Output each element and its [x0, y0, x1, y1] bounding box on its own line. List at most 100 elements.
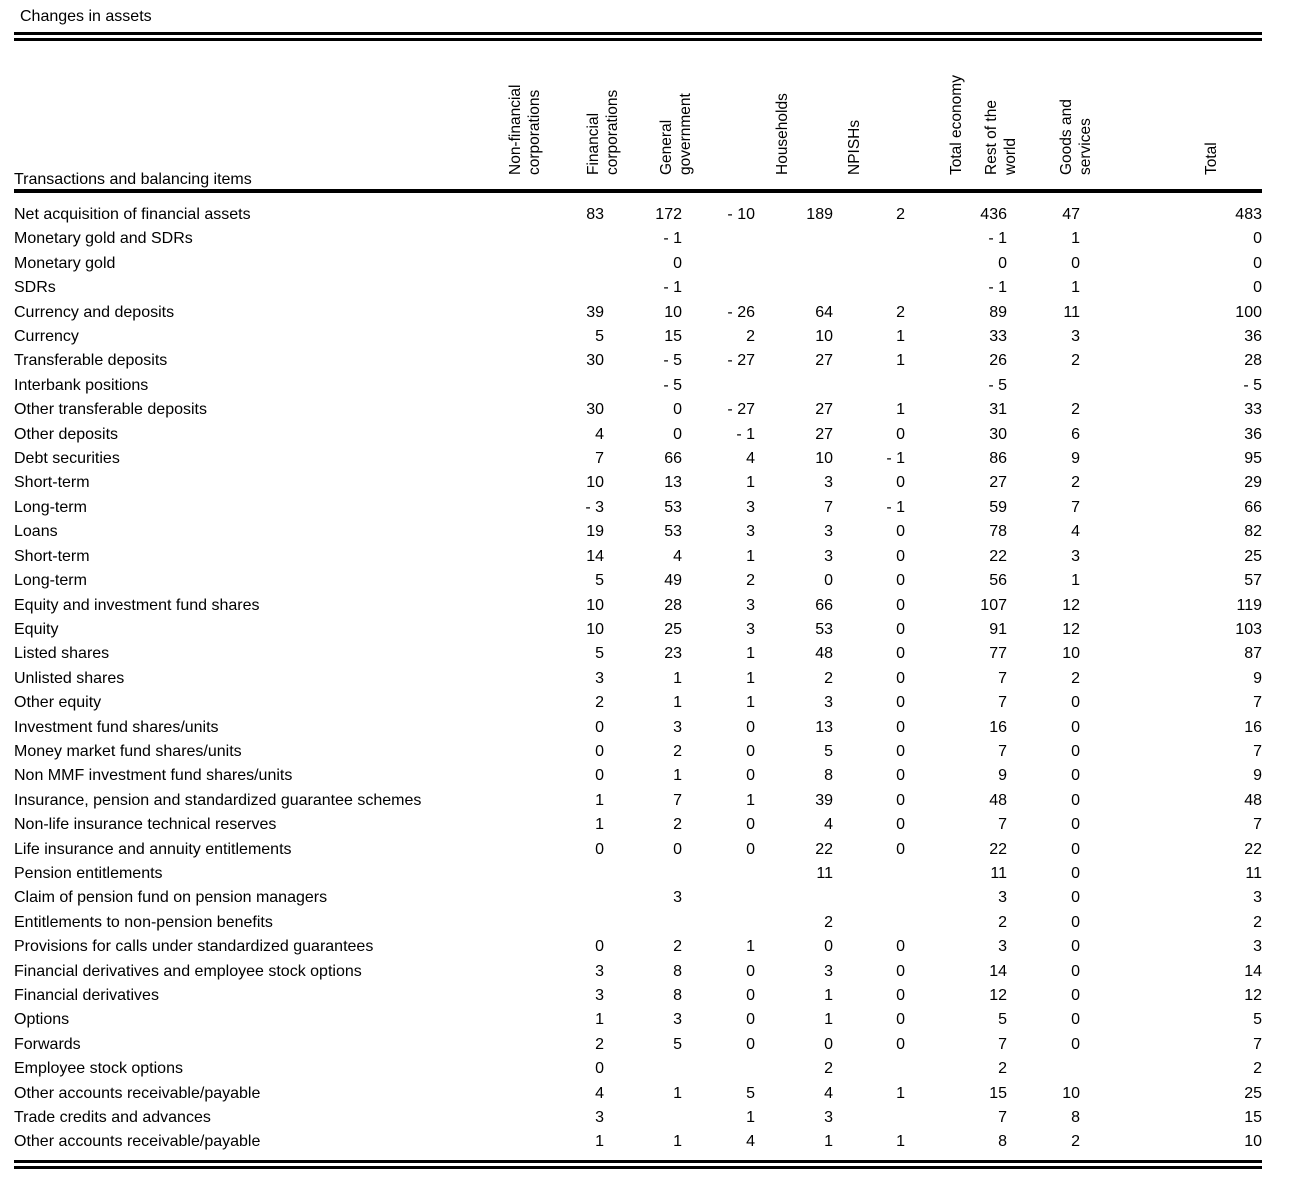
value-cell: 4 — [746, 450, 755, 468]
value-cell: 0 — [746, 1035, 755, 1053]
value-cell: 7 — [998, 1035, 1007, 1053]
value-cell: 3 — [673, 889, 682, 907]
value-cell: - 1 — [663, 230, 682, 248]
value-cell: 2 — [595, 694, 604, 712]
row-label: Monetary gold — [14, 254, 116, 272]
value-cell — [755, 886, 833, 910]
value-cell — [1080, 1057, 1155, 1081]
value-cell: 31 — [989, 401, 1007, 419]
value-cell — [1080, 252, 1155, 276]
value-cell: 7 — [824, 498, 833, 516]
value-cell: 49 — [664, 572, 682, 590]
table-row: Long-term - 3 53 3 7 - 1 59 7 66 — [14, 496, 1262, 520]
value-cell: 2 — [1253, 913, 1262, 931]
value-cell: 0 — [896, 962, 905, 980]
value-cell: 12 — [1062, 620, 1080, 638]
value-cell: 3 — [824, 962, 833, 980]
value-cell: 11 — [1063, 303, 1080, 321]
col-header-label: Households — [774, 93, 791, 175]
value-cell: - 1 — [886, 450, 905, 468]
value-cell: - 1 — [663, 279, 682, 297]
value-cell: 10 — [1062, 1084, 1080, 1102]
value-cell: 0 — [1071, 767, 1080, 785]
value-cell: - 5 — [663, 352, 682, 370]
value-cell: 10 — [586, 474, 604, 492]
value-cell: 0 — [896, 767, 905, 785]
row-label: SDRs — [14, 279, 56, 297]
row-label: Monetary gold and SDRs — [14, 230, 193, 248]
value-cell: 1 — [673, 1084, 682, 1102]
value-cell: 2 — [673, 816, 682, 834]
value-cell: 7 — [998, 669, 1007, 687]
value-cell: 8 — [1071, 1109, 1080, 1127]
table-row: Other deposits 4 0 - 1 27 0 30 6 36 — [14, 423, 1262, 447]
row-label: Financial derivatives — [14, 987, 159, 1004]
value-cell: 5 — [595, 328, 604, 346]
value-cell: 3 — [1253, 938, 1262, 956]
value-cell: 5 — [1253, 1011, 1262, 1029]
value-cell: - 27 — [727, 352, 755, 370]
value-cell: 1 — [1071, 279, 1080, 297]
value-cell: 89 — [989, 303, 1007, 321]
value-cell: 3 — [998, 889, 1007, 907]
value-cell: 2 — [1071, 352, 1080, 370]
value-cell: 0 — [595, 767, 604, 785]
value-cell — [534, 862, 604, 886]
value-cell: 5 — [824, 742, 833, 760]
value-cell: 83 — [586, 206, 604, 223]
value-cell — [1080, 1130, 1155, 1154]
value-cell: 0 — [1071, 694, 1080, 712]
value-cell — [1080, 1082, 1155, 1106]
value-cell — [1080, 667, 1155, 691]
value-cell: 100 — [1235, 303, 1262, 321]
value-cell: 16 — [1244, 718, 1262, 736]
value-cell: 48 — [1244, 791, 1262, 809]
value-cell: 0 — [1071, 718, 1080, 736]
value-cell: - 1 — [736, 425, 755, 443]
value-cell: 0 — [746, 718, 755, 736]
value-cell: 1 — [1071, 572, 1080, 590]
value-cell — [755, 227, 833, 251]
row-label: Entitlements to non-pension benefits — [14, 913, 273, 931]
value-cell: 0 — [595, 1060, 604, 1078]
col-header-label: Financial corporations — [585, 89, 621, 175]
value-cell: 3 — [595, 962, 604, 980]
value-cell: 10 — [586, 596, 604, 614]
value-cell: 4 — [746, 1133, 755, 1151]
value-cell — [682, 862, 755, 886]
value-cell: 7 — [595, 450, 604, 468]
table-row: Other accounts receivable/payable 1 1 4 1 1 8 2… — [14, 1130, 1262, 1154]
value-cell: 5 — [998, 1011, 1007, 1029]
row-label: Non-life insurance technical reserves — [14, 816, 277, 834]
value-cell — [1080, 349, 1155, 373]
value-cell: 4 — [1071, 523, 1080, 541]
bottom-double-rule — [14, 1159, 1262, 1169]
value-cell: 27 — [815, 352, 833, 370]
col-header-label: Total economy — [948, 75, 965, 175]
value-cell: 2 — [824, 913, 833, 931]
value-cell — [1080, 960, 1155, 984]
value-cell: 1 — [595, 816, 604, 834]
value-cell: 2 — [1071, 1133, 1080, 1151]
value-cell: 29 — [1244, 474, 1262, 492]
value-cell: 3 — [824, 547, 833, 565]
table-row: Employee stock options 0 2 2 2 — [14, 1057, 1262, 1081]
value-cell — [1080, 984, 1155, 1008]
value-cell: 3 — [824, 694, 833, 712]
value-cell: 0 — [896, 694, 905, 712]
value-cell: 15 — [989, 1084, 1007, 1102]
col-header-total: Total — [1155, 41, 1262, 193]
value-cell: 0 — [1071, 889, 1080, 907]
value-cell: 2 — [998, 1060, 1007, 1078]
table-row: Entitlements to non-pension benefits 2 2 0 2 — [14, 911, 1262, 935]
row-label: Non MMF investment fund shares/units — [14, 767, 293, 785]
table-row: Non MMF investment fund shares/units 0 1 0 8… — [14, 764, 1262, 788]
value-cell: 0 — [595, 718, 604, 736]
value-cell: 0 — [824, 1035, 833, 1053]
value-cell: 9 — [998, 767, 1007, 785]
value-cell: 7 — [998, 742, 1007, 760]
table-row: Monetary gold 0 0 0 0 — [14, 252, 1262, 276]
value-cell — [755, 276, 833, 300]
col-header-households: Households — [755, 41, 833, 193]
